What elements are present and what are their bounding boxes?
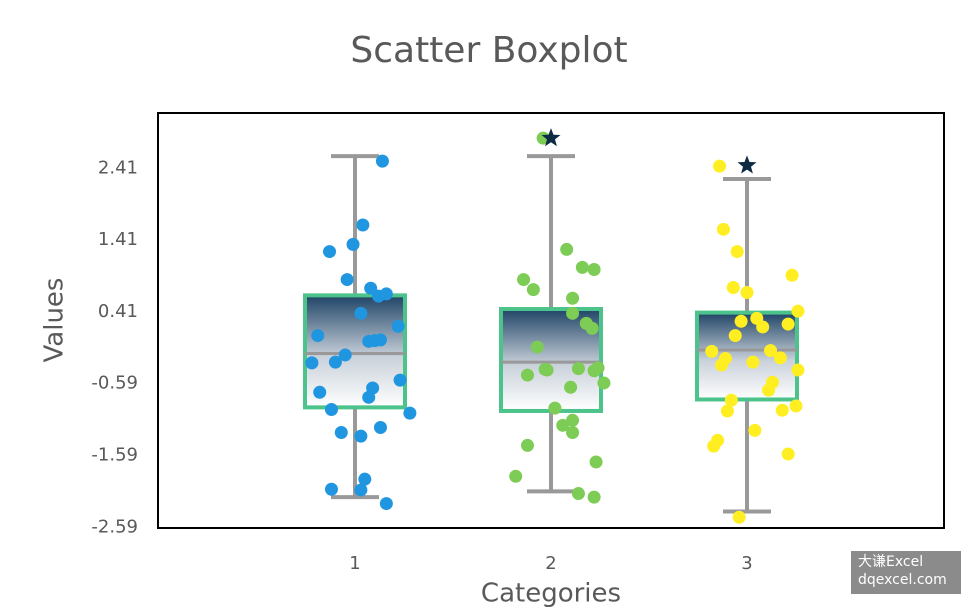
point <box>789 399 803 413</box>
point <box>354 483 368 497</box>
point <box>732 510 746 524</box>
point <box>379 287 393 301</box>
x-tick-label: 3 <box>741 553 752 574</box>
point <box>379 497 393 511</box>
point <box>391 319 405 333</box>
point <box>354 429 368 443</box>
point <box>746 355 760 369</box>
point <box>393 373 407 387</box>
point <box>324 403 338 417</box>
outlier <box>541 128 561 147</box>
point <box>773 351 787 365</box>
y-tick-label: -0.59 <box>91 373 138 394</box>
point <box>556 418 570 432</box>
point <box>713 159 727 173</box>
point <box>520 368 534 382</box>
watermark: dqexcel.com <box>858 572 947 588</box>
point <box>313 385 327 399</box>
point <box>517 273 531 287</box>
point <box>373 333 387 347</box>
point <box>730 245 744 259</box>
point <box>716 222 730 236</box>
point <box>781 317 795 331</box>
point <box>530 340 544 354</box>
point <box>323 245 337 259</box>
point <box>520 438 534 452</box>
point <box>346 237 360 251</box>
point <box>560 242 574 256</box>
point <box>548 401 562 415</box>
point <box>334 426 348 440</box>
point <box>756 320 770 334</box>
point <box>791 304 805 318</box>
y-tick-label: 2.41 <box>98 157 138 178</box>
x-axis-label: Categories <box>481 579 621 609</box>
point <box>781 447 795 461</box>
point <box>571 487 585 501</box>
point <box>728 329 742 343</box>
point <box>762 383 776 397</box>
point <box>597 376 611 390</box>
point <box>566 426 580 440</box>
point <box>791 363 805 377</box>
y-tick-label: -1.59 <box>91 444 138 465</box>
plot-frame <box>157 112 945 529</box>
point <box>375 154 389 168</box>
point <box>526 283 540 297</box>
point <box>324 482 338 496</box>
watermark: 大谦Excel <box>858 554 923 570</box>
point <box>726 280 740 294</box>
point <box>538 362 552 376</box>
x-tick-label: 2 <box>545 553 556 574</box>
chart-title: Scatter Boxplot <box>350 30 627 71</box>
point <box>373 420 387 434</box>
watermark-box <box>851 551 961 594</box>
point <box>587 490 601 504</box>
point <box>748 423 762 437</box>
point <box>785 268 799 282</box>
point <box>734 314 748 328</box>
point <box>575 260 589 274</box>
point <box>566 291 580 305</box>
point <box>328 355 342 369</box>
point <box>566 413 580 427</box>
point <box>587 263 601 277</box>
y-tick-label: -2.59 <box>91 516 138 537</box>
y-tick-label: 0.41 <box>98 301 138 322</box>
point <box>720 404 734 418</box>
point <box>591 361 605 375</box>
point <box>705 344 719 358</box>
point <box>362 390 376 404</box>
point <box>707 439 721 453</box>
point <box>564 380 578 394</box>
point <box>364 281 378 295</box>
point <box>571 362 585 376</box>
point <box>740 285 754 299</box>
point <box>509 469 523 483</box>
point <box>340 273 354 287</box>
point <box>775 403 789 417</box>
point <box>358 472 372 486</box>
y-axis-label: Values <box>40 278 70 363</box>
point <box>305 356 319 370</box>
x-tick-label: 1 <box>349 553 360 574</box>
y-tick-label: 1.41 <box>98 229 138 250</box>
point <box>585 321 599 335</box>
point <box>311 329 325 343</box>
outlier <box>737 155 757 174</box>
point <box>338 348 352 362</box>
point <box>715 358 729 372</box>
point <box>589 455 603 469</box>
point <box>764 344 778 358</box>
point <box>403 406 417 420</box>
point <box>724 393 738 407</box>
point <box>356 218 370 232</box>
point <box>566 306 580 320</box>
point <box>354 306 368 320</box>
